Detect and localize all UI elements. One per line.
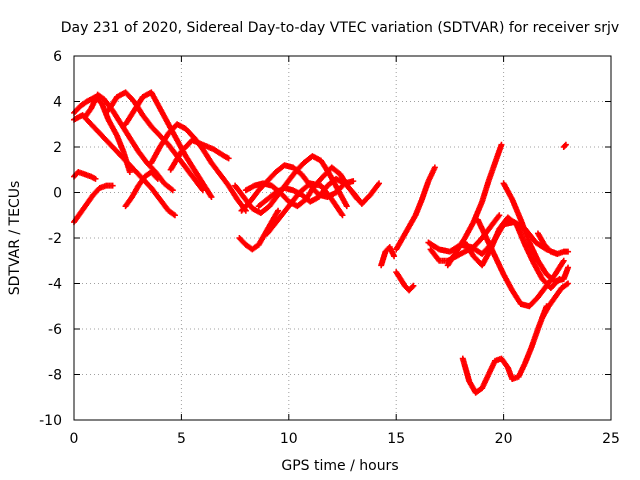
data-point bbox=[498, 141, 505, 148]
series-arc-8 bbox=[71, 169, 99, 182]
series-arc-26 bbox=[534, 230, 572, 257]
data-point bbox=[560, 257, 567, 264]
series-arc-14 bbox=[242, 164, 361, 210]
series-arc-27 bbox=[459, 303, 550, 396]
series-arc-28 bbox=[539, 280, 572, 321]
data-point bbox=[565, 280, 572, 287]
series-arc-18 bbox=[393, 164, 438, 253]
x-tick-label: 5 bbox=[177, 431, 186, 447]
data-point bbox=[225, 155, 232, 162]
data-point bbox=[208, 194, 215, 201]
x-tick-label: 25 bbox=[602, 431, 620, 447]
x-tick-label: 10 bbox=[280, 431, 298, 447]
series-arc-9 bbox=[71, 182, 116, 226]
y-tick-label: -6 bbox=[48, 322, 62, 338]
data-point bbox=[565, 264, 572, 271]
data-point bbox=[154, 175, 161, 182]
y-axis-tick-labels: -10 -8 -6 -4 -2 0 2 4 6 bbox=[39, 49, 62, 429]
y-tick-label: 0 bbox=[53, 186, 62, 202]
data-point bbox=[391, 253, 398, 260]
y-tick-label: -10 bbox=[39, 413, 62, 429]
data-points bbox=[71, 89, 572, 396]
data-point bbox=[343, 203, 350, 210]
x-tick-label: 0 bbox=[70, 431, 79, 447]
series-arc-17 bbox=[378, 244, 398, 269]
data-point bbox=[169, 187, 176, 194]
data-point bbox=[562, 141, 569, 148]
series-arc-7 bbox=[167, 137, 232, 173]
data-point bbox=[410, 282, 417, 289]
data-point bbox=[376, 180, 383, 187]
data-point bbox=[109, 182, 116, 189]
data-point bbox=[561, 142, 568, 149]
chart-title: Day 231 of 2020, Sidereal Day-to-day VTE… bbox=[61, 20, 619, 36]
data-point bbox=[565, 248, 572, 255]
series-arc-19 bbox=[393, 269, 417, 294]
data-point bbox=[496, 212, 503, 219]
series-arc-11 bbox=[232, 153, 350, 216]
data-point bbox=[153, 174, 160, 181]
axis-ticks bbox=[73, 55, 612, 421]
data-point bbox=[171, 212, 178, 219]
series-arc-22 bbox=[444, 141, 505, 269]
series-arc-16 bbox=[264, 180, 346, 237]
y-tick-label: 6 bbox=[53, 49, 62, 65]
data-point bbox=[350, 178, 357, 185]
y-tick-label: 4 bbox=[53, 95, 62, 111]
series-arc-24 bbox=[474, 216, 567, 310]
data-point bbox=[354, 196, 361, 203]
grid-lines bbox=[74, 56, 611, 420]
y-tick-label: -2 bbox=[48, 231, 62, 247]
data-point bbox=[431, 164, 438, 171]
x-tick-label: 20 bbox=[495, 431, 513, 447]
series-arc-2 bbox=[71, 112, 178, 219]
y-tick-label: 2 bbox=[53, 140, 62, 156]
x-axis-tick-labels: 0 5 10 15 20 25 bbox=[70, 431, 620, 447]
series-arc-10 bbox=[122, 169, 161, 210]
data-point bbox=[275, 207, 282, 214]
y-tick-label: -4 bbox=[48, 277, 62, 293]
series-arc-29 bbox=[560, 141, 569, 150]
y-axis-label: SDTVAR / TECUs bbox=[7, 181, 23, 296]
data-point bbox=[92, 175, 99, 182]
x-axis-label: GPS time / hours bbox=[281, 458, 398, 474]
x-tick-label: 15 bbox=[387, 431, 405, 447]
series-arc-25 bbox=[500, 180, 572, 285]
data-point bbox=[339, 212, 346, 219]
data-point bbox=[409, 283, 416, 290]
data-point bbox=[126, 169, 133, 176]
y-tick-label: -8 bbox=[48, 368, 62, 384]
